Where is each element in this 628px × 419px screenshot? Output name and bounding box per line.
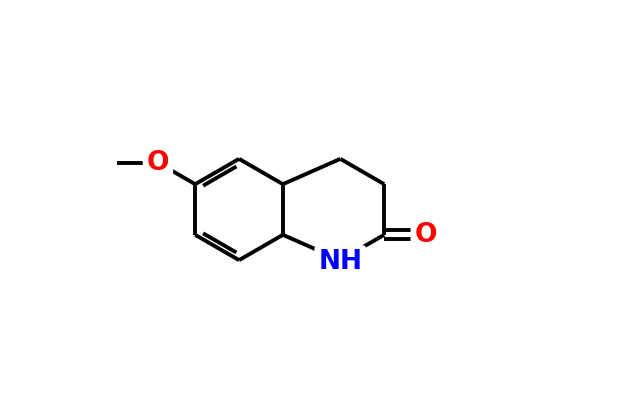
Text: O: O <box>147 150 169 176</box>
Text: NH: NH <box>318 249 362 275</box>
Text: O: O <box>414 222 437 248</box>
